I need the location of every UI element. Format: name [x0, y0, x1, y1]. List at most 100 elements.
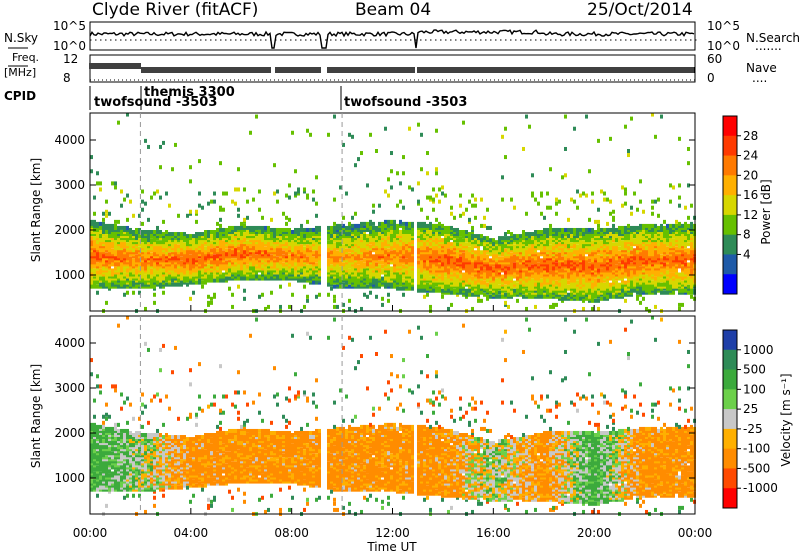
power-cell — [207, 276, 210, 281]
power-cell — [546, 250, 549, 255]
power-cell — [342, 246, 345, 251]
power-cell — [498, 240, 501, 245]
power-cell — [261, 230, 264, 234]
power-cell — [528, 254, 531, 259]
power-cell — [201, 254, 204, 259]
power-cell — [366, 264, 369, 269]
power-cell — [354, 236, 357, 241]
power-cell — [555, 246, 558, 251]
power-cell — [564, 254, 567, 259]
power-cell — [174, 264, 177, 269]
power-cell — [276, 262, 279, 267]
power-cell — [510, 262, 513, 267]
power-cell — [306, 248, 309, 253]
power-cell — [468, 252, 471, 257]
power-cell — [258, 238, 261, 243]
power-cell — [531, 252, 534, 257]
power-cell — [486, 207, 489, 212]
power-cell — [390, 238, 393, 243]
power-cell — [150, 276, 153, 281]
power-cell — [120, 260, 123, 265]
power-cell — [573, 292, 576, 297]
power-cell — [138, 270, 141, 275]
power-cell — [135, 254, 138, 259]
power-cell — [330, 254, 333, 259]
power-cell — [483, 250, 486, 255]
power-cell — [351, 262, 354, 267]
power-cell — [522, 246, 525, 251]
freq-panel: Freq. [MHz] 12 8 60 0 Nave .... — [4, 51, 777, 85]
power-cell — [486, 282, 489, 287]
power-cell — [315, 262, 318, 267]
power-cell — [504, 262, 507, 267]
power-cell — [495, 256, 498, 261]
power-cell — [105, 282, 108, 287]
power-cell — [564, 250, 567, 255]
power-cell — [249, 240, 252, 245]
power-cell — [534, 250, 537, 255]
power-cell — [186, 246, 189, 251]
power-cell — [282, 270, 285, 275]
power-cell — [420, 238, 423, 243]
power-cell — [447, 266, 450, 271]
power-cell — [429, 242, 432, 247]
power-cell — [183, 234, 186, 239]
power-cell — [375, 254, 378, 259]
power-cell — [168, 270, 171, 275]
power-cell — [513, 268, 516, 273]
power-cell — [552, 272, 555, 277]
power-cell — [168, 274, 171, 279]
power-cell — [393, 242, 396, 247]
power-cell — [447, 268, 450, 273]
power-cell — [534, 246, 537, 251]
power-cell — [144, 252, 147, 257]
power-cell — [129, 240, 132, 245]
power-cell — [219, 161, 222, 166]
power-cell — [411, 240, 414, 245]
power-cell — [567, 280, 570, 285]
power-cell — [384, 278, 387, 283]
power-cell — [333, 284, 336, 289]
power-cell — [408, 244, 411, 249]
power-cell — [261, 232, 264, 237]
power-cell — [336, 234, 339, 239]
power-cell — [150, 242, 153, 247]
power-cell — [111, 238, 114, 243]
power-cell — [264, 242, 267, 247]
power-cell — [198, 270, 201, 275]
power-cell — [456, 286, 459, 291]
power-cell — [579, 250, 582, 255]
power-cell — [297, 254, 300, 259]
power-cell — [114, 276, 117, 281]
power-cell — [120, 284, 123, 289]
power-cell — [498, 274, 501, 279]
power-cell — [567, 266, 570, 271]
power-cell — [495, 290, 498, 295]
date-title: 25/Oct/2014 — [587, 0, 693, 20]
power-cell — [513, 266, 516, 271]
power-cell — [303, 238, 306, 243]
power-cell — [552, 262, 555, 267]
power-cell — [105, 230, 108, 234]
power-cell — [162, 280, 165, 285]
power-cell — [99, 252, 102, 257]
power-cell — [306, 232, 309, 237]
power-cell — [282, 236, 285, 241]
power-cell — [96, 278, 99, 283]
power-cell — [528, 248, 531, 253]
power-cell — [114, 236, 117, 241]
power-cell — [366, 278, 369, 283]
power-cell — [552, 270, 555, 275]
power-cell — [378, 252, 381, 257]
power-cell — [216, 262, 219, 267]
power-cell — [213, 278, 216, 283]
power-cell — [456, 246, 459, 251]
nsky-trace — [89, 29, 697, 49]
power-cell — [339, 232, 342, 237]
power-cell — [417, 225, 420, 230]
power-cell — [207, 264, 210, 269]
power-cell — [165, 244, 168, 249]
power-cell — [342, 227, 345, 232]
power-cell — [405, 232, 408, 237]
power-cell — [486, 236, 489, 241]
